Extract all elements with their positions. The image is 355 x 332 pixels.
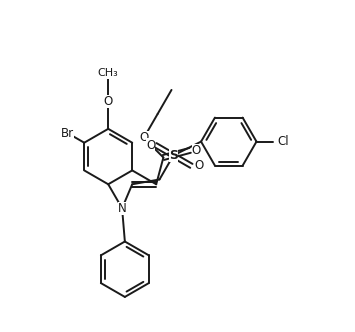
Text: O: O	[146, 138, 155, 152]
Text: Br: Br	[61, 126, 74, 139]
Text: O: O	[195, 159, 204, 172]
Text: S: S	[169, 149, 178, 162]
Text: N: N	[118, 202, 126, 215]
Text: O: O	[139, 131, 148, 144]
Text: CH₃: CH₃	[98, 68, 119, 78]
Text: O: O	[104, 95, 113, 108]
Text: O: O	[192, 144, 201, 157]
Text: Cl: Cl	[278, 135, 289, 148]
